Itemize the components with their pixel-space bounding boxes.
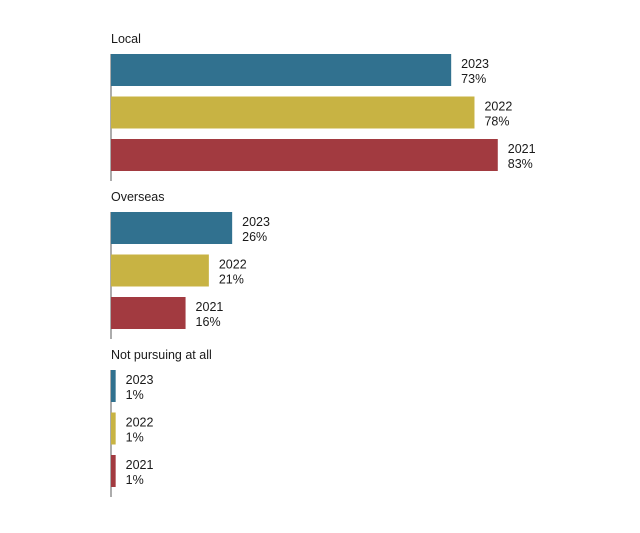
bar-year-label: 2022 xyxy=(219,258,247,272)
bar-year-label: 2023 xyxy=(126,373,154,387)
bar-value-label: 78% xyxy=(484,115,509,129)
bar xyxy=(111,212,233,244)
bar xyxy=(111,455,116,487)
bar-year-label: 2021 xyxy=(508,142,536,156)
bar-year-label: 2022 xyxy=(126,416,154,430)
bar xyxy=(111,412,116,445)
bar xyxy=(111,96,475,129)
bar-value-label: 1% xyxy=(126,431,144,445)
bar-year-label: 2021 xyxy=(126,458,154,472)
bar-value-label: 1% xyxy=(126,388,144,402)
bar-value-label: 1% xyxy=(126,473,144,487)
bar-year-label: 2023 xyxy=(461,57,489,71)
bar-value-label: 26% xyxy=(242,230,267,244)
bar xyxy=(111,297,186,329)
group-title: Not pursuing at all xyxy=(111,348,212,362)
bar xyxy=(111,370,116,402)
group-title: Overseas xyxy=(111,190,165,204)
bar-value-label: 16% xyxy=(196,315,221,329)
bar-year-label: 2023 xyxy=(242,215,270,229)
bar xyxy=(111,254,209,287)
bar-value-label: 21% xyxy=(219,273,244,287)
bar-value-label: 83% xyxy=(508,157,533,171)
group-title: Local xyxy=(111,32,141,46)
bar-year-label: 2022 xyxy=(484,100,512,114)
bar-year-label: 2021 xyxy=(196,300,224,314)
bar-value-label: 73% xyxy=(461,72,486,86)
bar xyxy=(111,54,452,86)
bar xyxy=(111,139,498,171)
